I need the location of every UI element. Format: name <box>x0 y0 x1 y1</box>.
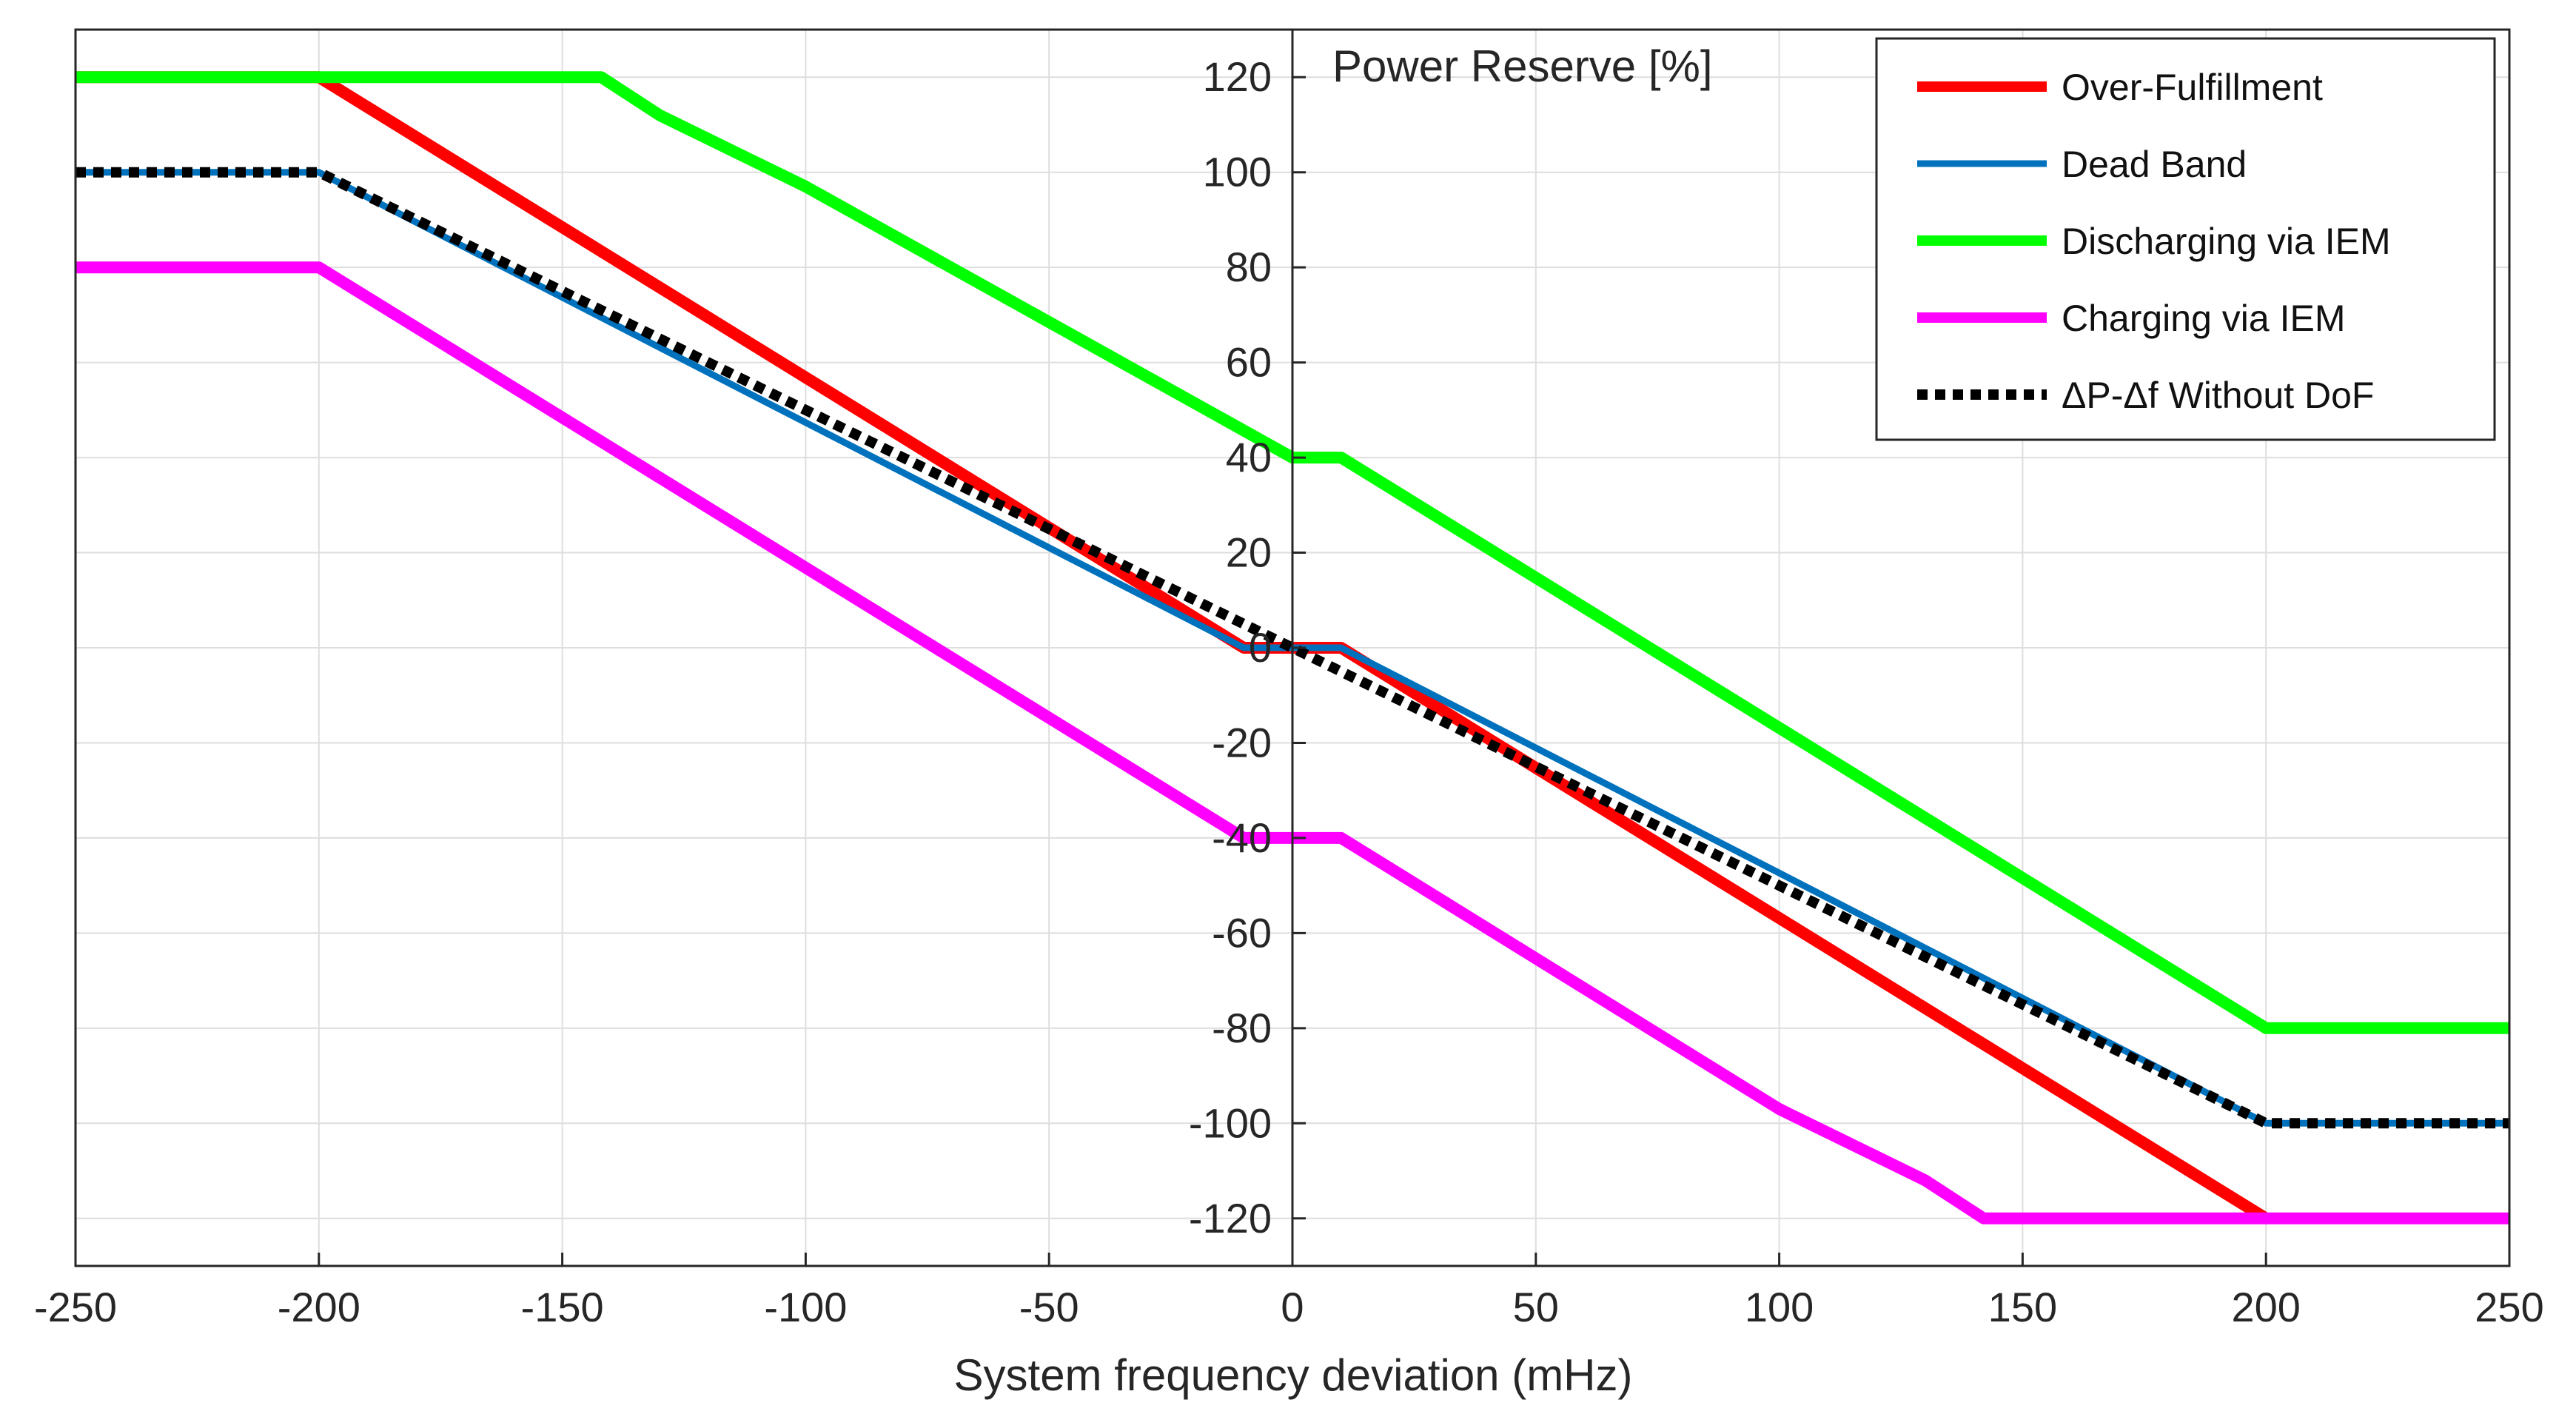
legend-label: ΔP-Δf Without DoF <box>2062 375 2374 416</box>
tick-labels: -250 -200 -150 -100 -50 0 50 100 150 200 250120100… <box>34 53 2544 1330</box>
legend-label: Dead Band <box>2062 144 2247 185</box>
x-tick-label: -50 <box>1019 1284 1079 1330</box>
legend: Over-Fulfillment Dead Band Discharging via… <box>1875 37 2496 441</box>
y-axis-title: Power Reserve [%] <box>1332 41 1713 91</box>
y-tick-label: 100 <box>1203 149 1272 195</box>
y-tick-label: -60 <box>1212 909 1272 956</box>
x-tick-label: 0 <box>1281 1284 1304 1330</box>
series-line-charging-via-iem <box>76 261 2509 1224</box>
legend-label: Charging via IEM <box>2062 298 2346 339</box>
x-tick-label: 150 <box>1988 1284 2057 1330</box>
x-tick-label: -250 <box>34 1284 117 1330</box>
x-tick-label: -100 <box>764 1284 847 1330</box>
y-tick-label: -40 <box>1212 814 1272 861</box>
y-tick-label: -80 <box>1212 1005 1272 1051</box>
x-tick-label: 200 <box>2231 1284 2300 1330</box>
y-tick-label: -100 <box>1189 1099 1272 1146</box>
y-tick-label: 0 <box>1249 624 1272 671</box>
y-tick-label: 80 <box>1226 244 1272 290</box>
y-tick-label: 120 <box>1203 53 1272 100</box>
y-tick-label: 60 <box>1226 339 1272 386</box>
x-tick-label: 250 <box>2475 1284 2543 1330</box>
y-tick-label: 40 <box>1226 434 1272 480</box>
series-line-discharging-via-iem <box>76 71 2509 1034</box>
x-axis-title: System frequency deviation (mHz) <box>954 1350 1633 1400</box>
y-tick-label: 20 <box>1226 529 1272 576</box>
axes <box>74 30 2511 1266</box>
legend-label: Discharging via IEM <box>2062 221 2391 262</box>
legend-label: Over-Fulfillment <box>2062 67 2323 108</box>
y-tick-label: -120 <box>1189 1195 1272 1242</box>
x-tick-label: 50 <box>1513 1284 1559 1330</box>
x-tick-label: -150 <box>521 1284 604 1330</box>
y-tick-label: -20 <box>1212 719 1272 765</box>
x-tick-label: -200 <box>278 1284 360 1330</box>
series-line-p-f-without-dof <box>76 167 2509 1129</box>
x-tick-label: 100 <box>1745 1284 1814 1330</box>
